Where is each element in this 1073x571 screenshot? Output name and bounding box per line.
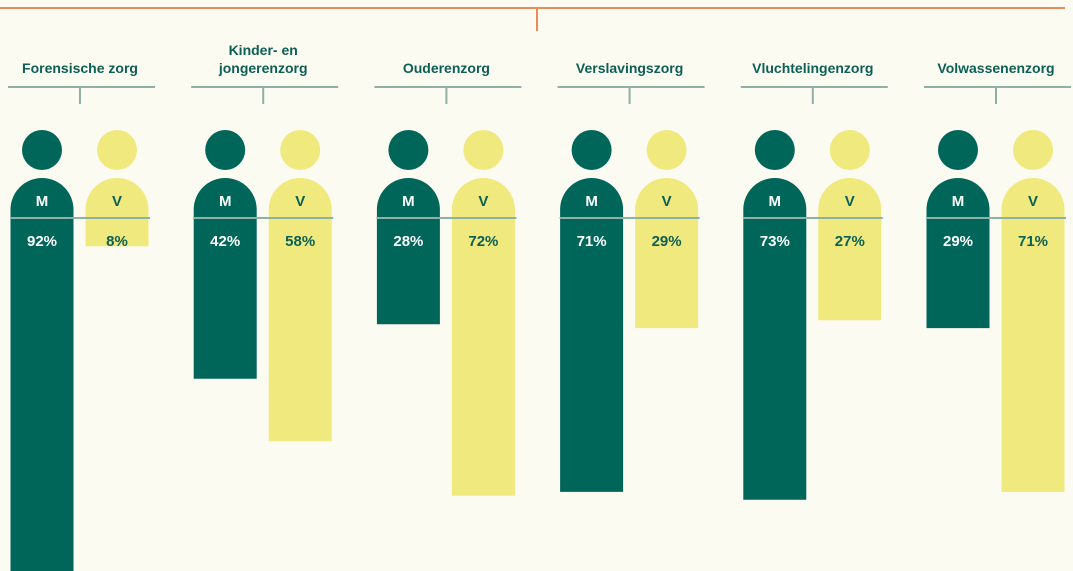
category-label: Kinder- en jongerenzorg [218, 42, 308, 76]
category-label: Volwassenenzorg [937, 60, 1055, 76]
series-label: V [1028, 193, 1038, 210]
bar [10, 178, 74, 571]
head-circle [1013, 130, 1053, 170]
series-label: M [36, 193, 49, 210]
bar [451, 177, 515, 496]
value-label: 71% [1018, 233, 1048, 250]
value-label: 42% [210, 233, 240, 250]
value-label: 28% [393, 233, 423, 250]
head-circle [463, 130, 504, 170]
bar [635, 178, 699, 329]
value-label: 27% [835, 233, 865, 250]
head-circle [388, 130, 429, 170]
series-label: V [845, 193, 855, 210]
category-label: Vluchtelingenzorg [752, 60, 874, 76]
value-label: 29% [943, 233, 973, 250]
head-circle [205, 130, 246, 170]
series-label: M [585, 193, 598, 210]
head-circle [938, 130, 978, 170]
series-label: M [219, 193, 232, 210]
value-label: 72% [468, 233, 498, 250]
bar [818, 178, 882, 321]
head-circle [280, 130, 321, 170]
value-label: 29% [652, 233, 682, 250]
category-label: Forensische zorg [22, 60, 138, 76]
value-label: 71% [577, 233, 607, 250]
bar [743, 178, 807, 500]
series-label: V [295, 193, 305, 210]
series-label: M [769, 193, 782, 210]
head-circle [754, 130, 795, 170]
series-label: V [478, 193, 488, 210]
bar [376, 178, 440, 325]
value-label: 8% [106, 233, 128, 250]
head-circle [646, 130, 687, 170]
series-label: V [662, 193, 672, 210]
head-circle [22, 130, 62, 170]
bar [1001, 178, 1065, 492]
bar [560, 178, 624, 492]
value-label: 92% [27, 233, 57, 250]
series-label: V [112, 193, 122, 210]
head-circle [97, 130, 137, 170]
category-label: Ouderenzorg [402, 60, 490, 76]
category-label: Verslavingszorg [575, 60, 684, 76]
bar [193, 177, 257, 379]
bar [926, 178, 990, 329]
series-label: M [402, 193, 415, 210]
value-label: 73% [760, 233, 790, 250]
series-label: M [952, 193, 965, 210]
head-circle [571, 130, 612, 170]
value-label: 58% [285, 233, 315, 250]
bar [268, 178, 332, 442]
head-circle [829, 130, 870, 170]
bar [85, 178, 149, 247]
